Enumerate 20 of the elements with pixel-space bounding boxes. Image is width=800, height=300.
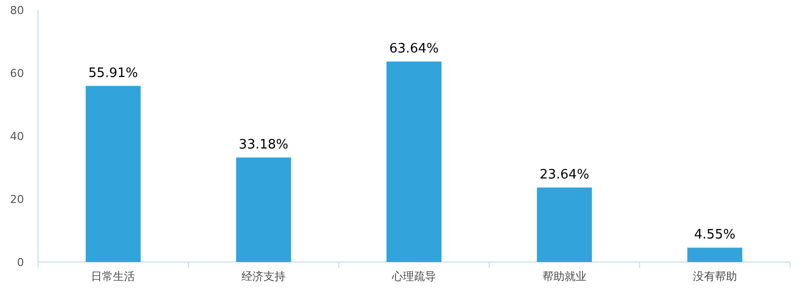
- y-tick-label: 0: [17, 256, 24, 269]
- data-label: 4.55%: [694, 228, 736, 243]
- x-tick-label: 心理疏导: [391, 270, 436, 283]
- x-tick-label: 没有帮助: [692, 270, 737, 283]
- data-label: 63.64%: [389, 42, 439, 57]
- y-tick-label: 80: [10, 4, 24, 17]
- bar: [536, 188, 592, 262]
- x-tick-label: 帮助就业: [542, 270, 586, 283]
- x-tick-label: 日常生活: [91, 270, 136, 283]
- data-label: 23.64%: [540, 168, 590, 183]
- y-tick-label: 20: [10, 193, 24, 206]
- data-label: 55.91%: [88, 66, 138, 81]
- y-tick-label: 60: [10, 67, 24, 80]
- bar: [386, 62, 442, 262]
- y-tick-label: 40: [10, 130, 24, 143]
- bar: [687, 248, 742, 262]
- data-label: 33.18%: [238, 137, 288, 152]
- x-tick-label: 经济支持: [242, 270, 286, 283]
- bar: [86, 86, 141, 262]
- bar: [236, 157, 292, 262]
